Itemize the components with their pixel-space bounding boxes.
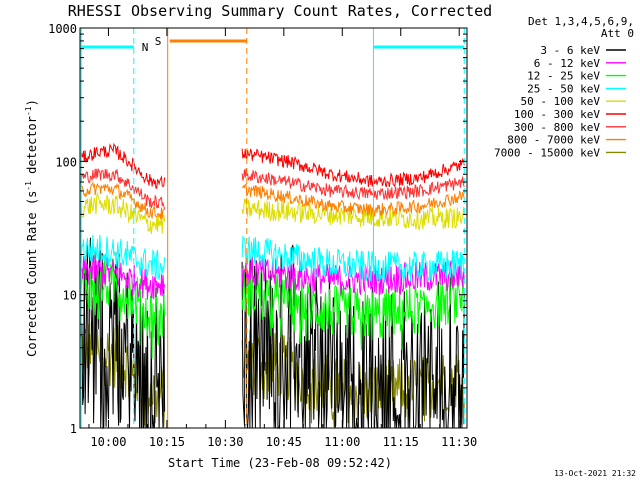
x-tick-label: 10:45 [266, 435, 302, 449]
series-line-b [241, 183, 465, 217]
y-tick-label: 1 [70, 422, 77, 436]
legend-item: 12 - 25 keV [527, 70, 626, 83]
legend-item: 3 - 6 keV [540, 44, 626, 57]
series-line-a [80, 256, 166, 359]
legend-item: 50 - 100 keV [521, 95, 626, 108]
x-tick-label: 10:15 [149, 435, 185, 449]
x-tick-label: 10:00 [90, 435, 126, 449]
series-line-b [241, 235, 465, 284]
legend-label: 100 - 300 keV [514, 108, 600, 121]
timestamp: 13-Oct-2021 21:32 [554, 469, 636, 478]
y-axis-label: Corrected Count Rate (s-1 detector-1) [24, 99, 39, 357]
y-tick-label: 1000 [48, 22, 77, 36]
series-12-25keV [80, 256, 465, 359]
legend-label: 6 - 12 keV [534, 57, 601, 70]
plot-frame [79, 27, 468, 429]
x-axis-label: Start Time (23-Feb-08 09:52:42) [168, 456, 392, 470]
legend-label: 12 - 25 keV [527, 70, 600, 83]
saa-label: S [155, 35, 162, 48]
series-line-a [80, 191, 166, 234]
x-tick-label: 11:30 [441, 435, 477, 449]
series-300-800keV [80, 168, 465, 210]
legend-label: 800 - 7000 keV [507, 134, 600, 147]
legend-item: 100 - 300 keV [514, 108, 626, 121]
axes: 10:00 10:15 10:30 10:45 11:00 11:15 11:30 1 10 10… [48, 22, 477, 449]
series-line-b [241, 168, 465, 201]
x-tick-label: 10:30 [207, 435, 243, 449]
plot-area [80, 142, 465, 430]
y-tick-label: 10 [63, 289, 77, 303]
series-line-b [241, 148, 465, 188]
legend-label: 3 - 6 keV [540, 44, 600, 57]
y-tick-label: 100 [55, 155, 77, 169]
series-800-7000keV [80, 181, 465, 220]
series-line-a [80, 255, 166, 300]
series-50-100keV [80, 191, 465, 234]
legend-label: 50 - 100 keV [521, 95, 601, 108]
legend-item: 300 - 800 keV [514, 121, 626, 134]
night-label: N [142, 41, 149, 54]
saa-bar-2: S [155, 28, 248, 428]
legend-item: 25 - 50 keV [527, 82, 626, 95]
legend-label: 300 - 800 keV [514, 121, 600, 134]
legend-label: 7000 - 15000 keV [494, 146, 600, 159]
legend-header: Det 1,3,4,5,6,9, [528, 15, 634, 28]
series-line-b [241, 265, 465, 351]
series-line-a [80, 181, 165, 220]
series-25-50keV [80, 234, 465, 284]
x-tick-label: 11:15 [383, 435, 419, 449]
series-line-a [80, 142, 166, 189]
night-bar-0: N [80, 28, 149, 428]
svg-text:Corrected Count Rate (s-1 dete: Corrected Count Rate (s-1 detector-1) [24, 99, 39, 357]
chart-title: RHESSI Observing Summary Count Rates, Co… [68, 2, 492, 20]
legend-item: 800 - 7000 keV [507, 134, 626, 147]
legend-item: 6 - 12 keV [534, 57, 626, 70]
legend-item: 7000 - 15000 keV [494, 146, 626, 159]
series-line-a [80, 234, 166, 281]
series-line-a [80, 168, 166, 210]
night-bar-1 [372, 28, 465, 428]
series-100-300keV [80, 142, 465, 189]
legend-label: 25 - 50 keV [527, 82, 600, 95]
series-line-b [241, 198, 465, 232]
series-6-12keV [80, 255, 465, 300]
series-line-b [241, 256, 465, 296]
x-tick-label: 11:00 [324, 435, 360, 449]
legend-header: Att 0 [601, 27, 634, 40]
